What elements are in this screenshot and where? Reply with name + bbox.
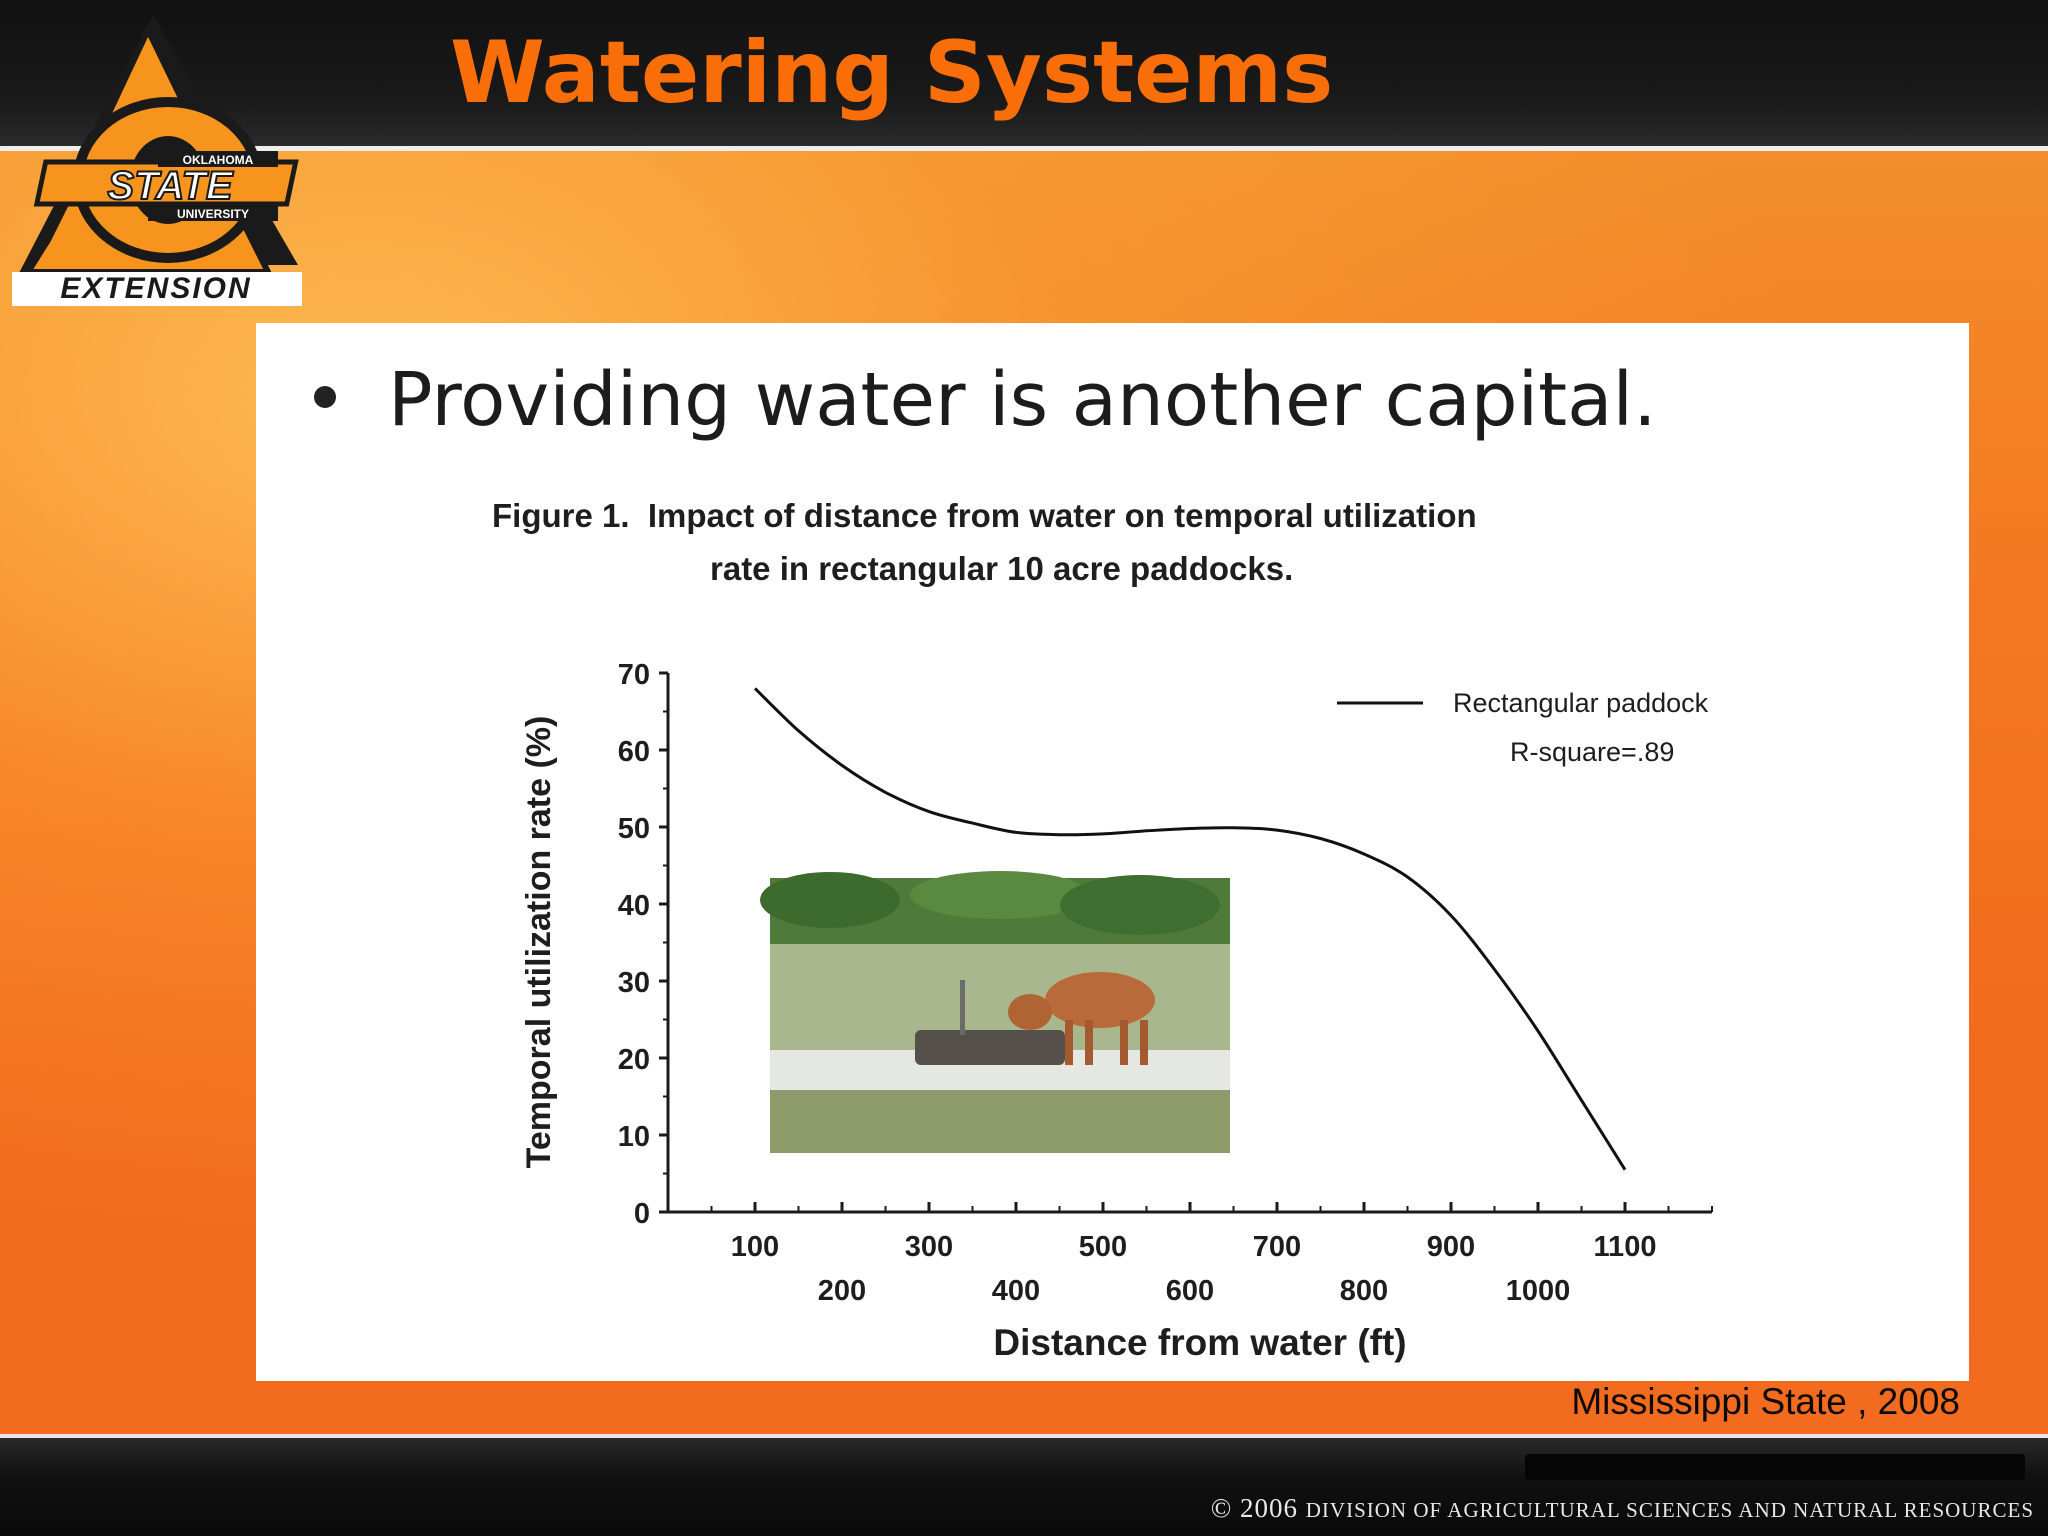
y-tick-label: 20 <box>618 1044 650 1076</box>
x-tick-label: 900 <box>1427 1231 1475 1263</box>
header-bar <box>0 0 2048 146</box>
x-tick-label: 700 <box>1253 1231 1301 1263</box>
r-square-label: R-square=.89 <box>1510 737 1674 767</box>
logo-oklahoma-band <box>158 151 278 167</box>
figure-caption-line1: Figure 1. Impact of distance from water … <box>492 497 1477 534</box>
logo-university-text: UNIVERSITY <box>177 207 249 221</box>
y-tick-label: 0 <box>634 1198 650 1230</box>
x-tick-label: 1100 <box>1594 1231 1657 1263</box>
content-panel <box>256 323 1969 1381</box>
source-citation: Mississippi State , 2008 <box>1571 1381 1960 1422</box>
photo-cow-leg <box>1120 1020 1128 1065</box>
x-tick-label: 800 <box>1340 1275 1388 1307</box>
logo-state-text: STATE <box>107 164 233 208</box>
slide-title: Watering Systems <box>450 23 1334 123</box>
footer-copyright-year: © 2006 <box>1210 1493 1299 1523</box>
photo-tree <box>760 872 900 928</box>
x-tick-label: 400 <box>992 1275 1040 1307</box>
legend-label: Rectangular paddock <box>1453 688 1709 718</box>
series-line-rectangular-paddock <box>753 687 1627 1171</box>
footer-copyright: © 2006 Division Of Agricultural Sciences… <box>1211 1488 2034 1528</box>
logo-oklahoma-text: OKLAHOMA <box>183 153 254 167</box>
x-tick-label: 300 <box>905 1231 953 1263</box>
photo-cow-head <box>1008 994 1052 1030</box>
logo-extension-text: EXTENSION <box>60 272 251 305</box>
y-tick-label: 70 <box>618 659 650 691</box>
photo-tree <box>1060 875 1220 935</box>
photo-pipe <box>960 980 965 1035</box>
header-divider <box>0 146 2048 151</box>
photo-cow-leg <box>1085 1020 1093 1065</box>
x-tick-label: 1000 <box>1506 1275 1571 1307</box>
photo-grass-foreground <box>770 1090 1230 1153</box>
x-tick-label: 100 <box>731 1231 779 1263</box>
redacted-bar <box>1525 1454 2025 1480</box>
y-tick-label: 50 <box>618 813 650 845</box>
photo-cow-body <box>1045 972 1155 1028</box>
photo-tree <box>910 871 1090 919</box>
cow-photo <box>760 871 1230 1153</box>
photo-cow-leg <box>1065 1020 1073 1065</box>
logo-university-band <box>148 206 278 221</box>
bullet-icon <box>314 386 336 408</box>
y-tick-label: 30 <box>618 967 650 999</box>
photo-water-trough <box>915 1030 1065 1065</box>
logo-extension-band <box>12 272 302 306</box>
y-tick-label: 40 <box>618 890 650 922</box>
bullet-text: Providing water is another capital. <box>388 357 1657 443</box>
footer-organization: Division Of Agricultural Sciences And Na… <box>1305 1498 2034 1522</box>
y-axis-label: Temporal utilization rate (%) <box>520 716 558 1169</box>
y-tick-label: 10 <box>618 1121 650 1153</box>
x-axis-label: Distance from water (ft) <box>993 1322 1406 1363</box>
footer-divider <box>0 1434 2048 1438</box>
y-tick-label: 60 <box>618 736 650 768</box>
osu-extension-logo: OKLAHOMA STATE UNIVERSITY EXTENSION <box>12 15 302 306</box>
figure-caption-line2: rate in rectangular 10 acre paddocks. <box>710 550 1293 587</box>
x-tick-label: 200 <box>818 1275 866 1307</box>
photo-cow-leg <box>1140 1020 1148 1065</box>
x-tick-label: 500 <box>1079 1231 1127 1263</box>
x-tick-label: 600 <box>1166 1275 1214 1307</box>
